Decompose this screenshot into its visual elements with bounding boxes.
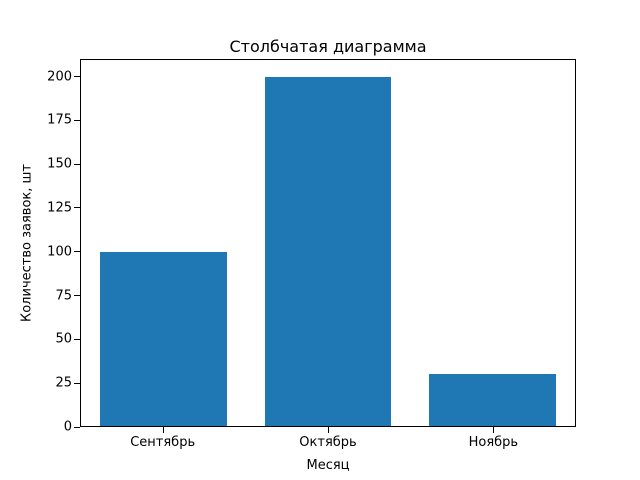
y-tick-label: 125 bbox=[47, 200, 72, 216]
y-tick-label: 200 bbox=[47, 69, 72, 85]
x-tick-label-3: Ноябрь bbox=[468, 435, 519, 450]
x-axis-label: Месяц bbox=[306, 458, 350, 473]
y-tick-mark bbox=[74, 76, 80, 78]
y-tick-mark bbox=[74, 119, 80, 121]
bar-slot-3 bbox=[410, 60, 575, 426]
x-tick-mark bbox=[162, 427, 164, 433]
bar-slot-1 bbox=[81, 60, 246, 426]
bar-1 bbox=[99, 251, 227, 426]
y-tick-label: 175 bbox=[47, 112, 72, 128]
x-tick-labels: Сентябрь Октябрь Ноябрь bbox=[80, 436, 576, 452]
y-tick-label: 0 bbox=[63, 419, 72, 435]
y-tick-mark bbox=[74, 338, 80, 340]
x-tick-label-2: Октябрь bbox=[299, 435, 357, 450]
x-tick-mark bbox=[493, 427, 495, 433]
x-tick-label-1: Сентябрь bbox=[130, 435, 196, 450]
y-tick-label: 25 bbox=[55, 375, 72, 391]
y-tick-label: 50 bbox=[55, 331, 72, 347]
bar-3 bbox=[429, 373, 557, 426]
y-tick-mark bbox=[74, 207, 80, 209]
y-tick-mark bbox=[74, 382, 80, 384]
x-tick-mark bbox=[328, 427, 329, 433]
y-tick-mark bbox=[74, 251, 80, 253]
y-tick-labels: 0 25 50 75 100 125 150 175 200 bbox=[0, 59, 72, 433]
x-tick-marks bbox=[80, 427, 576, 433]
y-tick-label: 75 bbox=[55, 288, 72, 304]
chart-title: Столбчатая диаграмма bbox=[229, 37, 427, 56]
y-tick-label: 100 bbox=[47, 244, 72, 260]
y-tick-mark bbox=[74, 426, 80, 428]
y-tick-mark bbox=[74, 295, 80, 297]
y-tick-label: 150 bbox=[47, 156, 72, 172]
bar-2 bbox=[264, 77, 392, 426]
plot-area bbox=[80, 59, 576, 427]
bar-slot-2 bbox=[246, 60, 411, 426]
y-tick-marks bbox=[74, 59, 80, 428]
y-tick-mark bbox=[74, 163, 80, 165]
